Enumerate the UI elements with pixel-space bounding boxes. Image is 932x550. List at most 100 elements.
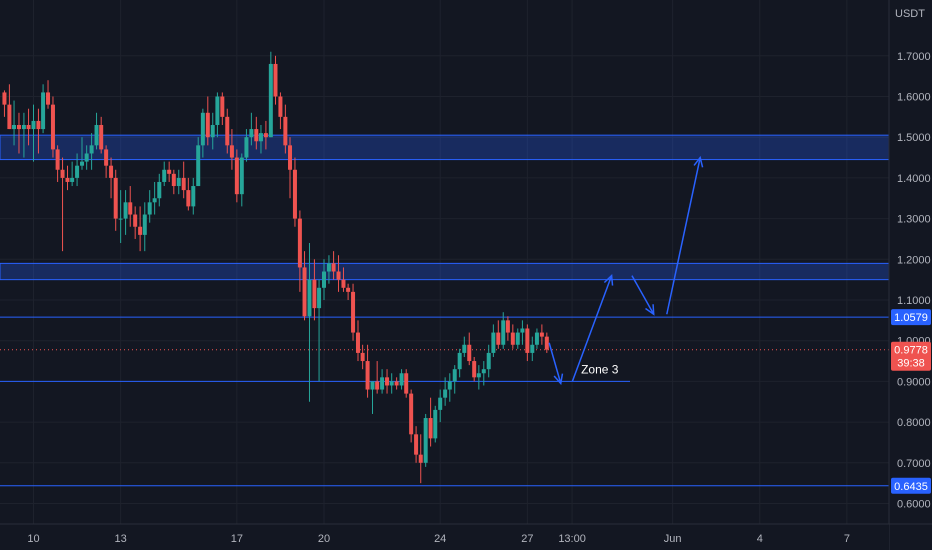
- candle-body: [2, 92, 6, 104]
- candle-body: [119, 219, 123, 220]
- annotations: Zone 3: [581, 362, 619, 376]
- candle-body: [128, 202, 132, 214]
- candle-body: [424, 418, 428, 463]
- candle-body: [65, 178, 69, 182]
- time-tick-label: 4: [757, 533, 763, 545]
- candle-body: [191, 186, 195, 206]
- price-tick-label: 0.9000: [897, 376, 931, 388]
- candle-body: [61, 170, 65, 178]
- candle-body: [206, 113, 210, 137]
- candle-body: [438, 398, 442, 410]
- time-tick-label: 10: [27, 533, 39, 545]
- time-tick-label: 13: [115, 533, 127, 545]
- candle-body: [269, 64, 273, 137]
- candle-body: [307, 280, 311, 317]
- candle-body: [395, 381, 399, 385]
- candle-body: [240, 158, 244, 195]
- candle-body: [496, 333, 500, 345]
- quote-currency-label[interactable]: USDT: [895, 8, 925, 20]
- grid: [0, 0, 889, 524]
- candle-body: [70, 178, 74, 182]
- candle-body: [32, 121, 36, 129]
- horizontal-levels: [0, 317, 889, 486]
- candle-body: [419, 455, 423, 463]
- candle-body: [283, 117, 287, 145]
- candle-body: [157, 182, 161, 198]
- candle-body: [400, 373, 404, 385]
- candle-body: [148, 202, 152, 214]
- candle-body: [303, 267, 307, 316]
- candle-body: [327, 263, 331, 271]
- candle-body: [501, 320, 505, 344]
- candle-body: [46, 92, 50, 104]
- candle-body: [409, 394, 413, 435]
- candle-body: [288, 145, 292, 169]
- candle-body: [220, 97, 224, 117]
- candle-body: [124, 202, 128, 218]
- candle-body: [516, 333, 520, 345]
- candle-body: [90, 145, 94, 153]
- time-tick-label: 13:00: [558, 533, 586, 545]
- candle-body: [293, 170, 297, 219]
- candle-body: [85, 153, 89, 161]
- candle-body: [196, 145, 200, 186]
- candle-body: [545, 337, 549, 350]
- candle-body: [99, 125, 103, 149]
- candle-body: [95, 125, 99, 145]
- candle-body: [278, 97, 282, 117]
- candle-body: [177, 178, 181, 186]
- time-tick-label: 24: [434, 533, 446, 545]
- candle-body: [312, 280, 316, 308]
- candle-body: [244, 137, 248, 157]
- candle-body: [380, 377, 384, 389]
- candle-body: [133, 215, 137, 227]
- zone-rectangle: [0, 135, 889, 159]
- candle-body: [506, 320, 510, 332]
- candle-body: [520, 328, 524, 332]
- candle-body: [356, 333, 360, 353]
- candle-body: [477, 373, 481, 377]
- candle-body: [138, 227, 142, 235]
- candle-body: [17, 125, 21, 129]
- candle-body: [259, 133, 263, 141]
- candle-body: [51, 105, 55, 150]
- candle-body: [351, 292, 355, 333]
- candle-body: [162, 170, 166, 182]
- price-tick-label: 1.2000: [897, 254, 931, 266]
- price-tick-label: 0.6000: [897, 499, 931, 511]
- candle-body: [36, 121, 40, 129]
- candle-body: [346, 288, 350, 292]
- candle-body: [458, 353, 462, 369]
- candle-body: [341, 280, 345, 288]
- level-price-badge-text: 1.0579: [894, 312, 928, 324]
- candle-body: [153, 198, 157, 202]
- candle-body: [385, 377, 389, 385]
- zone-3-label: Zone 3: [581, 362, 619, 376]
- candle-body: [448, 381, 452, 389]
- candle-body: [443, 390, 447, 398]
- price-tick-label: 1.4000: [897, 173, 931, 185]
- supply-demand-zones: [0, 135, 889, 279]
- candle-body: [462, 345, 466, 353]
- candle-body: [433, 410, 437, 438]
- price-tick-label: 1.7000: [897, 51, 931, 63]
- candle-body: [371, 381, 375, 389]
- current-price-badge-text: 0.9778: [894, 345, 928, 357]
- candle-body: [215, 97, 219, 125]
- candle-body: [27, 125, 31, 129]
- candle-body: [22, 125, 26, 129]
- level-price-badge-text: 0.6435: [894, 481, 928, 493]
- candle-body: [235, 158, 239, 195]
- candle-body: [264, 133, 268, 137]
- candle-body: [104, 149, 108, 165]
- projection-arrow-line: [632, 276, 654, 315]
- price-tick-label: 1.6000: [897, 92, 931, 104]
- candle-body: [414, 434, 418, 454]
- candle-body: [167, 170, 171, 174]
- candle-body: [404, 373, 408, 393]
- candle-body: [361, 353, 365, 361]
- price-tick-label: 1.5000: [897, 132, 931, 144]
- candle-body: [12, 125, 16, 129]
